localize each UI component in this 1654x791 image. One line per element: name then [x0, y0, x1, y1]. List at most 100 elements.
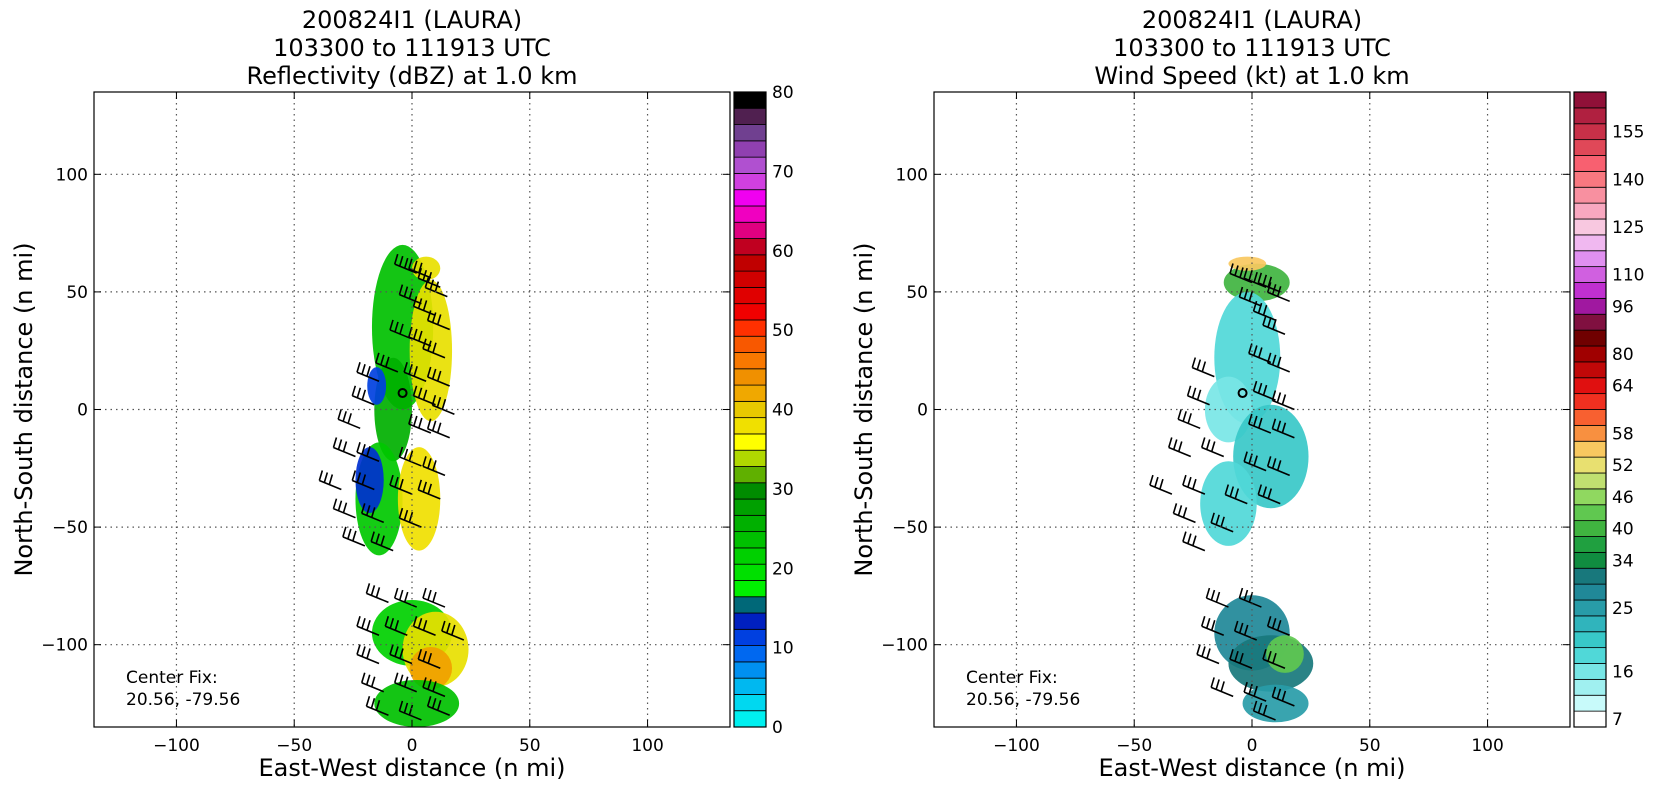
chart-title-line: 200824I1 (LAURA) — [1142, 6, 1362, 34]
colorbar-segment — [733, 531, 767, 549]
wind-barb — [356, 616, 380, 637]
wind-barb — [356, 442, 380, 462]
colorbar-segment — [1573, 377, 1607, 395]
y-tick-label: 100 — [896, 165, 928, 185]
wind-barb — [408, 326, 432, 347]
colorbar-segment — [733, 710, 767, 728]
wind-barb — [1167, 437, 1192, 458]
colorbar-tick-label: 52 — [1612, 456, 1634, 476]
colorbar-segment — [733, 140, 767, 158]
wind-barb — [393, 587, 418, 608]
colorbar-tick-label: 50 — [772, 321, 794, 341]
chart-panel-2: 200824I1 (LAURA)103300 to 111913 UTCWind… — [850, 6, 1644, 782]
wind-barb — [1266, 352, 1290, 373]
colorbar-segment — [733, 91, 767, 109]
y-tick-label: 0 — [917, 401, 928, 421]
colorbar-segment — [1573, 520, 1607, 537]
colorbar-segment — [1573, 504, 1607, 522]
wind-barb — [1233, 620, 1258, 641]
colorbar-segment — [1573, 567, 1607, 585]
wind-barb — [1200, 616, 1225, 637]
x-tick-label: 0 — [1247, 736, 1258, 756]
center-fix-text: 20.56, -79.56 — [126, 690, 240, 710]
echo-region — [409, 280, 453, 422]
colorbar-segment — [733, 173, 767, 191]
colorbar-segment — [733, 124, 767, 142]
colorbar-segment — [1573, 282, 1607, 299]
wind-barb — [1243, 267, 1267, 288]
colorbar-segment — [1573, 647, 1607, 664]
wind-barb — [1257, 484, 1281, 505]
wind-barb — [1243, 681, 1267, 702]
colorbar-segment — [733, 368, 767, 386]
wind-barb — [398, 507, 422, 528]
colorbar-tick-label: 0 — [772, 718, 783, 738]
colorbar-tick-label: 125 — [1612, 218, 1644, 238]
wind-barb — [422, 677, 446, 698]
colorbar-segment — [733, 449, 767, 467]
wind-barb — [1262, 648, 1286, 669]
wind-barb — [1238, 286, 1262, 307]
colorbar-tick-label: 40 — [1612, 520, 1634, 540]
center-fix-text: Center Fix: — [126, 668, 218, 688]
wind-barb — [389, 474, 413, 495]
chart-title-line: 103300 to 111913 UTC — [1113, 34, 1391, 62]
colorbar-segment — [733, 352, 767, 370]
x-tick-label: 50 — [519, 736, 541, 756]
colorbar-segment — [1573, 297, 1607, 315]
wind-barb — [332, 498, 356, 519]
wind-barb — [1149, 474, 1173, 495]
y-axis-label: North-South distance (n mi) — [10, 242, 38, 576]
wind-barb — [1210, 677, 1234, 698]
colorbar-segment — [1573, 345, 1607, 363]
wind-barb — [398, 446, 422, 467]
y-tick-label: −50 — [52, 518, 88, 538]
colorbar-segment — [1573, 424, 1607, 442]
wind-barb — [422, 587, 446, 608]
colorbar-segment — [733, 303, 767, 321]
y-tick-label: 50 — [906, 283, 928, 303]
wind-barb — [1196, 644, 1220, 665]
wind-barb — [1252, 700, 1276, 721]
wind-barb — [441, 620, 465, 641]
colorbar-segment — [1573, 536, 1607, 553]
colorbar-segment — [733, 596, 767, 614]
y-tick-label: 100 — [56, 165, 88, 185]
colorbar-tick-label: 20 — [772, 559, 794, 579]
y-tick-label: −50 — [892, 518, 928, 538]
colorbar-segment — [1573, 139, 1607, 156]
wind-barb — [389, 319, 413, 340]
center-marker — [397, 388, 408, 399]
colorbar-frame — [733, 91, 767, 728]
x-tick-label: 0 — [407, 736, 418, 756]
y-tick-label: 50 — [66, 283, 88, 303]
wind-barb — [370, 531, 394, 552]
y-tick-label: 0 — [77, 401, 88, 421]
colorbar-segment — [733, 400, 767, 419]
colorbar-segment — [1573, 170, 1607, 188]
colorbar-segment — [1573, 583, 1607, 601]
wind-barb — [408, 413, 432, 434]
wind-barb — [1177, 409, 1201, 430]
colorbar-segment — [733, 156, 767, 174]
colorbar-segment — [733, 645, 767, 663]
colorbar-segment — [1573, 107, 1607, 125]
wind-barb — [360, 503, 385, 524]
colorbar-segment — [733, 433, 767, 451]
colorbar-tick-label: 110 — [1612, 266, 1644, 286]
chart-title-line: Wind Speed (kt) at 1.0 km — [1094, 62, 1409, 90]
wind-barb — [426, 696, 450, 716]
colorbar-segment — [1573, 91, 1607, 109]
colorbar-tick-label: 60 — [772, 242, 794, 262]
colorbar-tick-label: 30 — [772, 480, 794, 500]
chart-title-line: Reflectivity (dBZ) at 1.0 km — [247, 62, 578, 90]
wind-barb — [351, 385, 375, 406]
colorbar-tick-label: 7 — [1612, 710, 1623, 730]
x-tick-label: −50 — [1116, 736, 1152, 756]
colorbar-segment — [1573, 678, 1607, 696]
colorbar-segment — [1573, 234, 1607, 252]
wind-barb — [1229, 263, 1253, 284]
echo-region — [409, 647, 453, 690]
colorbar-segment — [733, 189, 767, 207]
